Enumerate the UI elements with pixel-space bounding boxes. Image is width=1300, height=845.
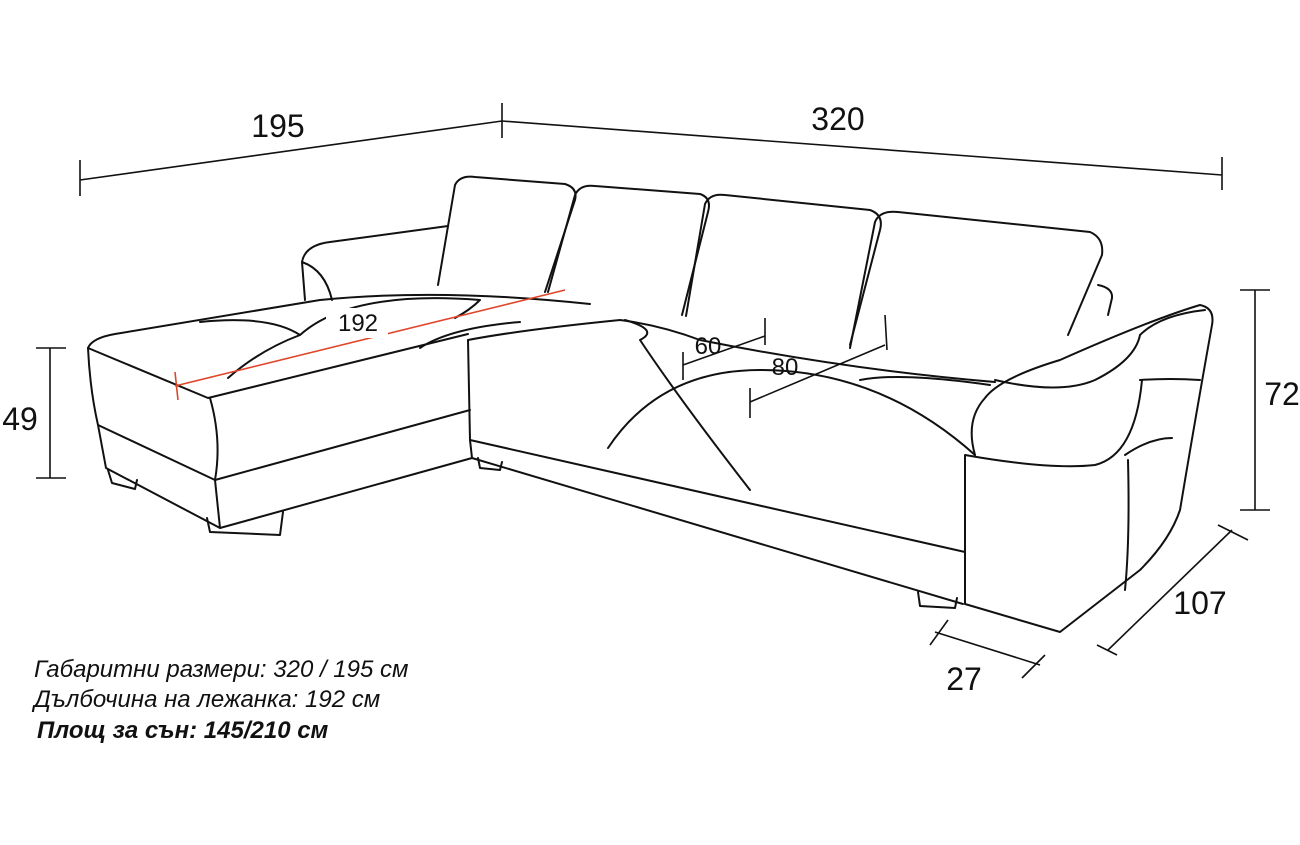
note: Площ за сън: 145/210 см xyxy=(37,717,329,744)
label-backdrop xyxy=(326,308,388,338)
dimension-label: 60 xyxy=(695,333,722,360)
dimension-label: 49 xyxy=(2,401,38,437)
dimension-label: 195 xyxy=(251,108,304,144)
note: Габаритни размери: 320 / 195 см xyxy=(34,656,408,683)
dimension-label: 320 xyxy=(811,101,864,137)
sofa-outline xyxy=(87,175,1214,633)
dimension-label: 107 xyxy=(1173,585,1226,621)
dimension-label: 80 xyxy=(772,354,799,381)
dimension-lines xyxy=(36,103,1270,679)
dimension-label: 72 xyxy=(1264,376,1300,412)
dimension-label: 192 xyxy=(338,310,378,337)
note: Дълбочина на лежанка: 192 см xyxy=(31,686,380,713)
dimension-label: 27 xyxy=(946,661,982,697)
